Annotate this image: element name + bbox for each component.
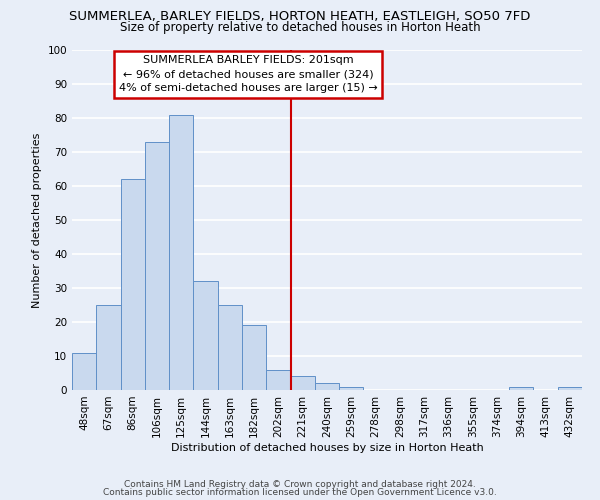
Y-axis label: Number of detached properties: Number of detached properties — [32, 132, 42, 308]
Bar — [121, 179, 145, 390]
Bar — [558, 386, 582, 390]
Bar — [96, 305, 121, 390]
X-axis label: Distribution of detached houses by size in Horton Heath: Distribution of detached houses by size … — [170, 442, 484, 452]
Bar — [169, 114, 193, 390]
Bar — [193, 281, 218, 390]
Text: SUMMERLEA, BARLEY FIELDS, HORTON HEATH, EASTLEIGH, SO50 7FD: SUMMERLEA, BARLEY FIELDS, HORTON HEATH, … — [70, 10, 530, 23]
Bar — [145, 142, 169, 390]
Text: Contains public sector information licensed under the Open Government Licence v3: Contains public sector information licen… — [103, 488, 497, 497]
Bar — [315, 383, 339, 390]
Bar — [218, 305, 242, 390]
Bar — [290, 376, 315, 390]
Bar — [242, 326, 266, 390]
Bar — [266, 370, 290, 390]
Bar — [339, 386, 364, 390]
Bar — [509, 386, 533, 390]
Text: Size of property relative to detached houses in Horton Heath: Size of property relative to detached ho… — [119, 21, 481, 34]
Bar — [72, 352, 96, 390]
Text: Contains HM Land Registry data © Crown copyright and database right 2024.: Contains HM Land Registry data © Crown c… — [124, 480, 476, 489]
Text: SUMMERLEA BARLEY FIELDS: 201sqm
← 96% of detached houses are smaller (324)
4% of: SUMMERLEA BARLEY FIELDS: 201sqm ← 96% of… — [119, 55, 377, 93]
